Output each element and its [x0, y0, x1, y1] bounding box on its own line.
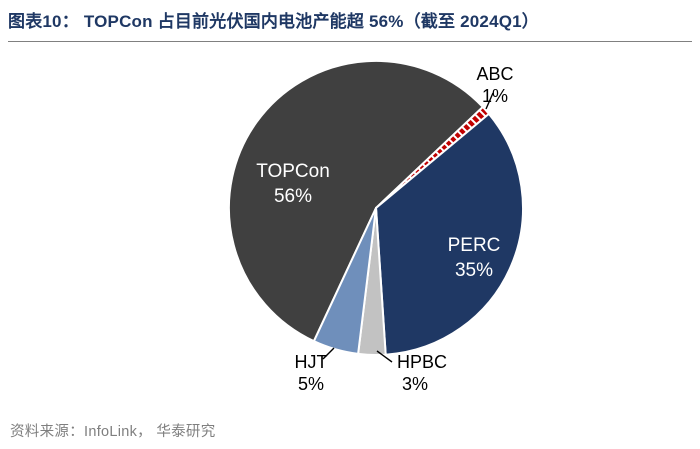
- pie-slice-hjt: [312, 207, 377, 355]
- leader-line-hjt: [322, 347, 335, 360]
- pie-label-hpbc-name: HPBC: [397, 352, 447, 372]
- leader-line-hpbc: [376, 350, 393, 363]
- pie-label-perc-value: 35%: [455, 260, 493, 281]
- pie-slice-perc: [375, 112, 524, 356]
- chart-title: 图表10： TOPCon 占目前光伏国内电池产能超 56%（截至 2024Q1）: [8, 7, 692, 42]
- leader-line-abc: [485, 92, 494, 110]
- pie-label-topcon-value: 56%: [274, 186, 312, 207]
- pie-label-topcon-name: TOPCon: [256, 161, 330, 182]
- source-note: 资料来源：InfoLink， 华泰研究: [10, 424, 216, 440]
- pie-label-hjt-name: HJT: [295, 352, 328, 372]
- pie-slice-topcon: [227, 59, 484, 343]
- pie-label-abc-value: 1%: [482, 86, 508, 106]
- pie-label-hpbc-value: 3%: [402, 374, 428, 394]
- pie-label-hjt-value: 5%: [298, 374, 324, 394]
- pie-label-abc-name: ABC: [476, 64, 513, 84]
- pie-label-perc-name: PERC: [448, 235, 501, 256]
